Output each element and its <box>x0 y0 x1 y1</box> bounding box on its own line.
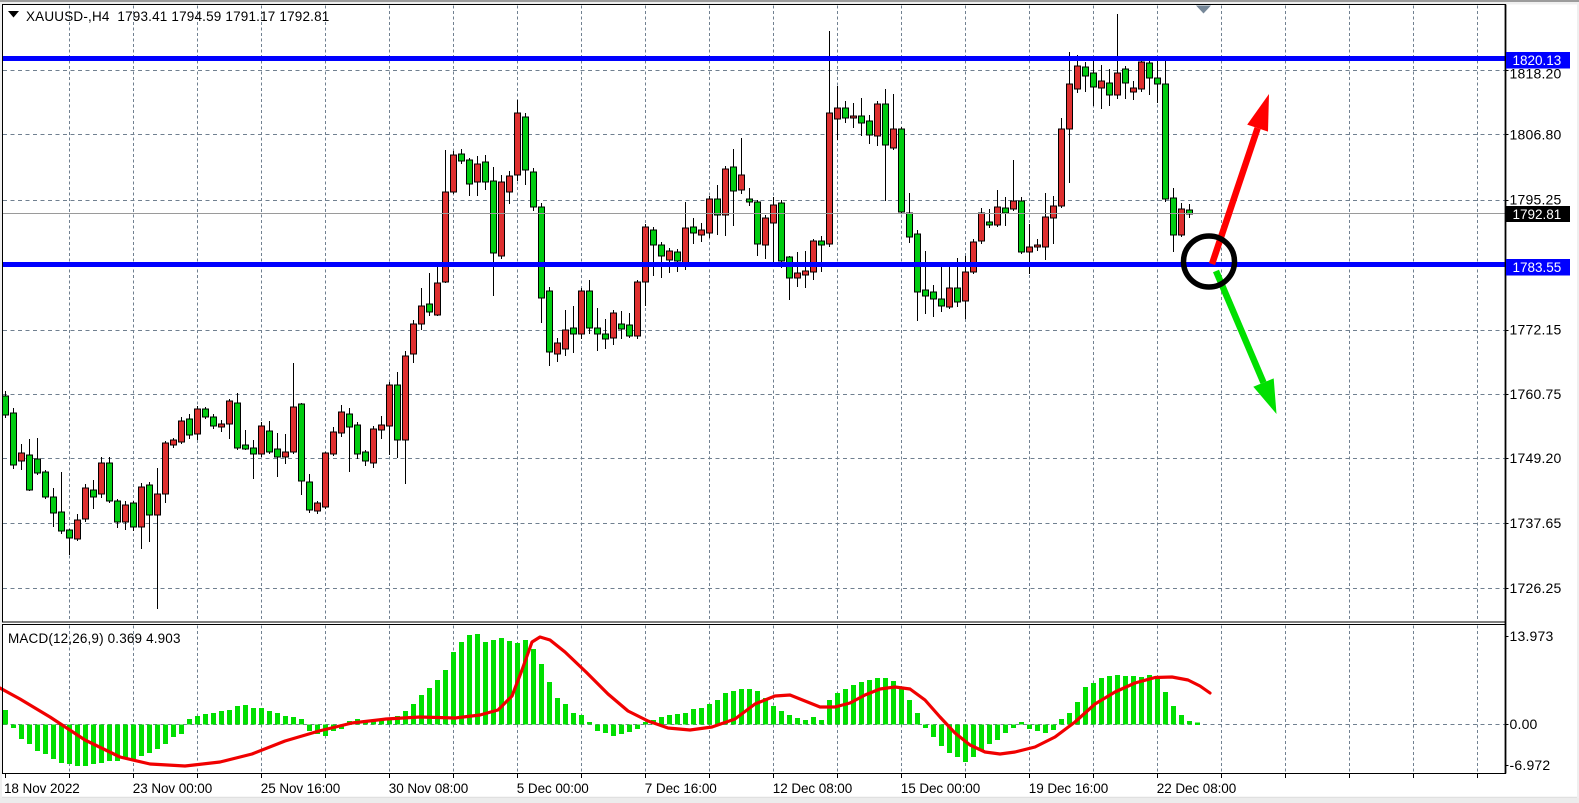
svg-text:1792.81: 1792.81 <box>1513 207 1562 222</box>
svg-text:1749.20: 1749.20 <box>1510 450 1562 466</box>
svg-text:1726.25: 1726.25 <box>1510 580 1562 596</box>
svg-text:19 Dec 16:00: 19 Dec 16:00 <box>1029 781 1108 796</box>
svg-text:MACD(12,26,9) 0.369 4.903: MACD(12,26,9) 0.369 4.903 <box>8 631 181 646</box>
svg-text:22 Dec 08:00: 22 Dec 08:00 <box>1157 781 1236 796</box>
svg-text:12 Dec 08:00: 12 Dec 08:00 <box>773 781 852 796</box>
svg-text:23 Nov 00:00: 23 Nov 00:00 <box>133 781 212 796</box>
svg-text:1783.55: 1783.55 <box>1513 260 1562 275</box>
svg-text:30 Nov 08:00: 30 Nov 08:00 <box>389 781 468 796</box>
svg-text:18 Nov 2022: 18 Nov 2022 <box>4 781 80 796</box>
svg-text:1795.25: 1795.25 <box>1510 192 1562 208</box>
svg-text:1818.20: 1818.20 <box>1510 66 1562 82</box>
svg-text:15 Dec 00:00: 15 Dec 00:00 <box>901 781 980 796</box>
svg-text:1806.80: 1806.80 <box>1510 127 1562 143</box>
svg-text:5 Dec 00:00: 5 Dec 00:00 <box>517 781 589 796</box>
svg-text:25 Nov 16:00: 25 Nov 16:00 <box>261 781 340 796</box>
svg-text:XAUUSD-,H4 1793.41 1794.59 17: XAUUSD-,H4 1793.41 1794.59 1791.17 1792.… <box>26 9 329 24</box>
svg-text:-6.972: -6.972 <box>1510 757 1551 773</box>
svg-text:1760.75: 1760.75 <box>1510 386 1562 402</box>
svg-text:1772.15: 1772.15 <box>1510 322 1562 338</box>
svg-text:13.973: 13.973 <box>1510 628 1554 644</box>
svg-text:7 Dec 16:00: 7 Dec 16:00 <box>645 781 717 796</box>
svg-text:1820.13: 1820.13 <box>1513 53 1562 68</box>
svg-text:1737.65: 1737.65 <box>1510 515 1562 531</box>
svg-text:0.00: 0.00 <box>1510 716 1538 732</box>
